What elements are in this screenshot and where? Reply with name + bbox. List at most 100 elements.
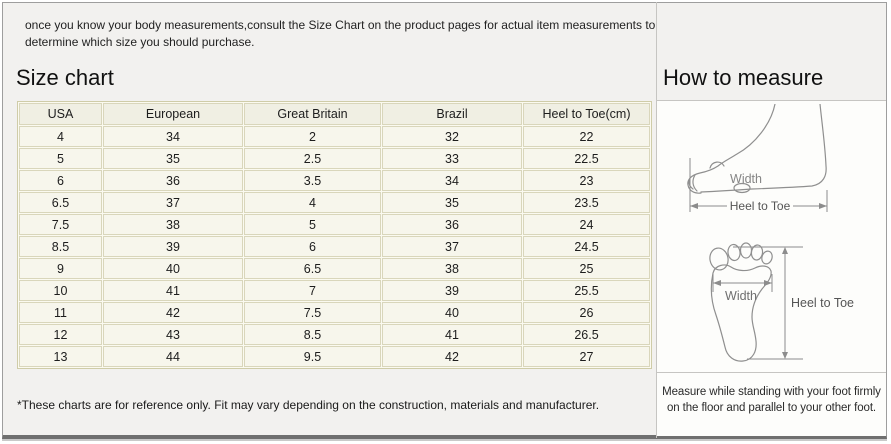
table-row: 5 35 2.5 33 22.5 <box>19 148 650 169</box>
table-cell: 33 <box>382 148 522 169</box>
intro-line: once you know your body measurements,con… <box>25 18 656 32</box>
column-header: Brazil <box>382 103 522 125</box>
table-cell: 25.5 <box>523 280 650 301</box>
table-cell: 22 <box>523 126 650 147</box>
table-row: 6 36 3.5 34 23 <box>19 170 650 191</box>
table-cell: 5 <box>19 148 102 169</box>
table-cell: 10 <box>19 280 102 301</box>
table-cell: 39 <box>103 236 243 257</box>
table-cell: 39 <box>382 280 522 301</box>
arrowheads <box>690 203 827 209</box>
table-cell: 41 <box>382 324 522 345</box>
table-cell: 42 <box>382 346 522 367</box>
table-cell: 7.5 <box>19 214 102 235</box>
table-cell: 6 <box>19 170 102 191</box>
diagram-panel <box>657 101 886 372</box>
table-cell: 36 <box>103 170 243 191</box>
vertical-divider <box>656 2 657 438</box>
heel-to-toe-label-side: Heel to Toe <box>730 199 791 213</box>
width-label-sole: Width <box>725 289 757 303</box>
measure-note: Measure while standing with your foot fi… <box>657 373 886 436</box>
foot-side-view-diagram: Width Heel to Toe <box>687 104 828 213</box>
table-row: 11 42 7.5 40 26 <box>19 302 650 323</box>
heel-to-toe-label-sole: Heel to Toe <box>791 296 854 310</box>
size-table-head: USA European Great Britain Brazil Heel to To… <box>19 103 650 125</box>
size-chart-title: Size chart <box>16 65 114 90</box>
table-cell: 4 <box>19 126 102 147</box>
table-cell: 3.5 <box>244 170 381 191</box>
table-row: 9 40 6.5 38 25 <box>19 258 650 279</box>
width-label-side: Width <box>730 172 762 186</box>
table-cell: 38 <box>382 258 522 279</box>
table-cell: 43 <box>103 324 243 345</box>
table-cell: 4 <box>244 192 381 213</box>
table-cell: 11 <box>19 302 102 323</box>
table-cell: 38 <box>103 214 243 235</box>
table-row: 7.5 38 5 36 24 <box>19 214 650 235</box>
table-cell: 25 <box>523 258 650 279</box>
foot-sole-view-diagram: Width Heel to Toe <box>709 242 854 362</box>
column-header: Heel to Toe(cm) <box>523 103 650 125</box>
table-cell: 41 <box>103 280 243 301</box>
table-cell: 40 <box>103 258 243 279</box>
table-cell: 7.5 <box>244 302 381 323</box>
arrowheads <box>713 247 788 359</box>
note-divider <box>657 372 886 373</box>
size-table-body: 4 34 2 32 22 5 35 2.5 33 22.5 6 36 3.5 34 23 6.5 37 4 35 23… <box>19 126 650 367</box>
table-row: 13 44 9.5 42 27 <box>19 346 650 367</box>
table-cell: 42 <box>103 302 243 323</box>
table-cell: 35 <box>103 148 243 169</box>
table-cell: 2.5 <box>244 148 381 169</box>
table-row: 10 41 7 39 25.5 <box>19 280 650 301</box>
table-cell: 9.5 <box>244 346 381 367</box>
table-cell: 26.5 <box>523 324 650 345</box>
table-cell: 22.5 <box>523 148 650 169</box>
table-cell: 24 <box>523 214 650 235</box>
table-row: 6.5 37 4 35 23.5 <box>19 192 650 213</box>
table-cell: 26 <box>523 302 650 323</box>
table-cell: 37 <box>382 236 522 257</box>
table-cell: 8.5 <box>244 324 381 345</box>
table-row: 12 43 8.5 41 26.5 <box>19 324 650 345</box>
right-title-underline <box>657 100 886 101</box>
column-header: Great Britain <box>244 103 381 125</box>
table-row: 4 34 2 32 22 <box>19 126 650 147</box>
table-cell: 6.5 <box>244 258 381 279</box>
table-cell: 23.5 <box>523 192 650 213</box>
table-cell: 12 <box>19 324 102 345</box>
table-cell: 23 <box>523 170 650 191</box>
table-cell: 36 <box>382 214 522 235</box>
table-cell: 40 <box>382 302 522 323</box>
table-cell: 6 <box>244 236 381 257</box>
table-cell: 2 <box>244 126 381 147</box>
how-to-measure-title: How to measure <box>663 65 824 90</box>
footprint-outline <box>710 264 772 362</box>
intro-line: determine which size you should purchase… <box>25 35 255 49</box>
measure-note-line: Measure while standing with your foot fi… <box>662 386 881 398</box>
measure-note-line: on the floor and parallel to your other … <box>666 402 877 414</box>
column-header: European <box>103 103 243 125</box>
table-row: 8.5 39 6 37 24.5 <box>19 236 650 257</box>
table-cell: 32 <box>382 126 522 147</box>
column-header: USA <box>19 103 102 125</box>
table-cell: 13 <box>19 346 102 367</box>
table-cell: 6.5 <box>19 192 102 213</box>
table-cell: 34 <box>382 170 522 191</box>
size-table: USA European Great Britain Brazil Heel to To… <box>17 101 652 369</box>
intro-text: once you know your body measurements,con… <box>25 17 655 51</box>
measure-lines <box>712 246 803 360</box>
table-cell: 8.5 <box>19 236 102 257</box>
table-cell: 9 <box>19 258 102 279</box>
table-cell: 34 <box>103 126 243 147</box>
table-cell: 44 <box>103 346 243 367</box>
foot-side-outline <box>687 104 776 194</box>
table-cell: 27 <box>523 346 650 367</box>
size-chart-footnote: *These charts are for reference only. Fi… <box>17 398 600 412</box>
table-cell: 7 <box>244 280 381 301</box>
table-cell: 37 <box>103 192 243 213</box>
table-cell: 35 <box>382 192 522 213</box>
table-cell: 24.5 <box>523 236 650 257</box>
table-cell: 5 <box>244 214 381 235</box>
header-row: USA European Great Britain Brazil Heel to To… <box>19 103 650 125</box>
